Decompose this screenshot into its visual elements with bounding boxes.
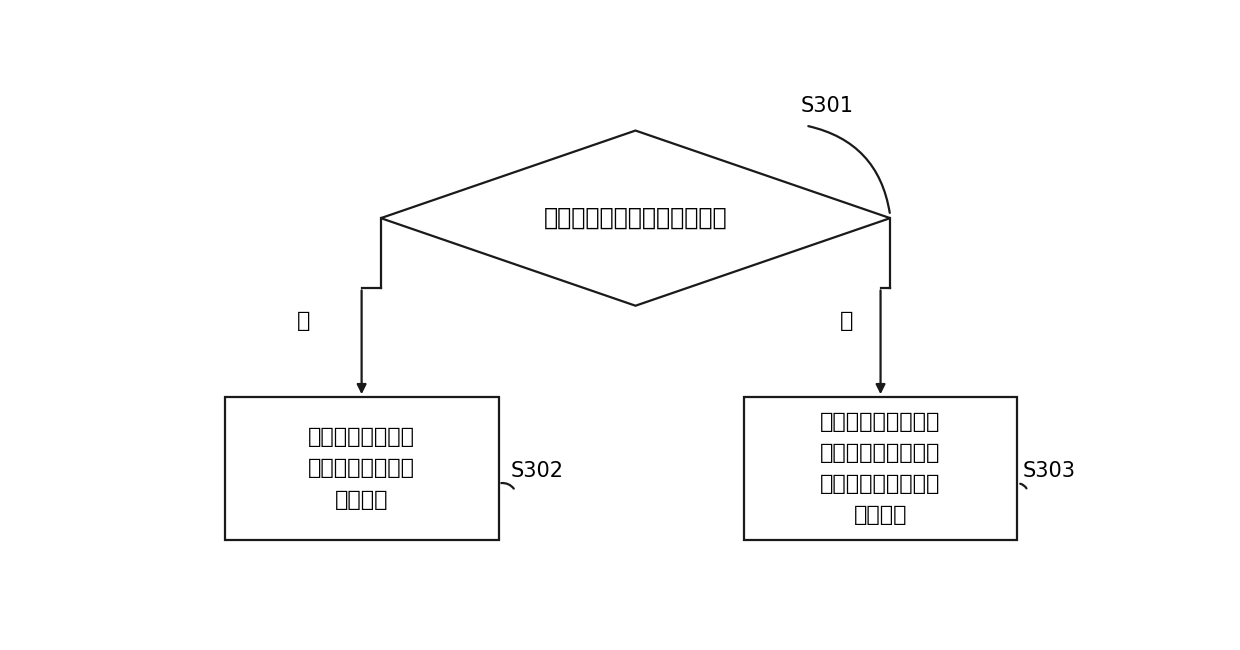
FancyArrowPatch shape (1021, 484, 1027, 488)
FancyArrowPatch shape (808, 126, 890, 213)
Text: S301: S301 (801, 96, 854, 116)
Text: S302: S302 (511, 461, 563, 481)
FancyArrowPatch shape (501, 483, 513, 489)
Text: S303: S303 (1023, 461, 1076, 481)
Text: 根据初始呼叫频率
确定主站与从站的
通信频率: 根据初始呼叫频率 确定主站与从站的 通信频率 (308, 427, 415, 510)
Text: 否: 否 (841, 311, 853, 331)
Bar (224, 397, 498, 540)
Text: 更新初始呼叫频率，
根据更新后的呼叫频
率确定主站与从站的
通信频率: 更新初始呼叫频率， 根据更新后的呼叫频 率确定主站与从站的 通信频率 (821, 411, 941, 525)
Text: 是: 是 (298, 311, 311, 331)
Text: 判断主站是否接收到应答消息: 判断主站是否接收到应答消息 (543, 206, 728, 230)
Bar (744, 397, 1018, 540)
